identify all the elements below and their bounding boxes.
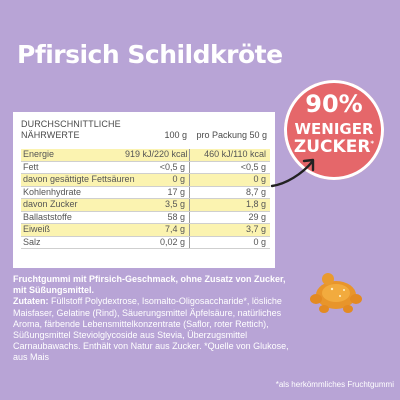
badge-percent: 90% (305, 90, 363, 118)
row-value-pack: <0,5 g (240, 161, 266, 172)
description-bold: Fruchtgummi mit Pfirsich-Geschmack, ohne… (13, 274, 286, 296)
badge-zucker: ZUCKER* (284, 137, 384, 157)
product-title: Pfirsich Schildkröte (17, 40, 283, 69)
badge-star: * (370, 139, 375, 148)
row-value-100g: 3,5 g (164, 199, 185, 209)
sugar-reduction-badge: 90% WENIGER ZUCKER* (284, 80, 384, 180)
table-row: Kohlenhydrate 17 g 8,7 g (21, 186, 270, 199)
table-heading-line1: DURCHSCHNITTLICHE (21, 119, 121, 129)
row-value-pack: 0 g (253, 174, 266, 184)
row-value-100g: <0,5 g (159, 161, 185, 172)
badge-zucker-text: ZUCKER (293, 137, 371, 157)
nutrition-table: DURCHSCHNITTLICHE NÄHRWERTE 100 g pro Pa… (13, 112, 275, 268)
column-divider (189, 149, 190, 161)
row-label: Ballaststoffe (23, 211, 72, 222)
product-description: Fruchtgummi mit Pfirsich-Geschmack, ohne… (13, 274, 301, 364)
row-label: Salz (23, 236, 41, 247)
row-label: Fett (23, 161, 39, 172)
ingredients-label: Zutaten: (13, 296, 49, 307)
column-divider (189, 236, 190, 248)
row-value-100g: 58 g (167, 211, 185, 222)
footnote: *als herkömmliches Fruchtgummi (275, 380, 394, 389)
arrow-icon (270, 158, 315, 188)
table-heading: DURCHSCHNITTLICHE NÄHRWERTE (21, 119, 121, 141)
row-value-pack: 1,8 g (245, 199, 266, 209)
column-header-100g: 100 g (164, 130, 187, 140)
ingredients: Zutaten: Füllstoff Polydextrose, Isomalt… (13, 296, 289, 362)
turtle-gummy-icon (310, 273, 362, 313)
table-row: davon gesättigte Fettsäuren 0 g 0 g (21, 174, 270, 187)
column-header-pack: pro Packung 50 g (196, 130, 267, 140)
row-label: davon gesättigte Fettsäuren (23, 174, 135, 184)
row-value-pack: 29 g (248, 211, 266, 222)
row-label: Eiweiß (23, 224, 51, 234)
row-value-100g: 0,02 g (159, 236, 185, 247)
column-divider (189, 174, 190, 186)
column-divider (189, 211, 190, 223)
badge-weniger: WENIGER (294, 120, 374, 138)
row-value-pack: 3,7 g (245, 224, 266, 234)
table-row: Energie 919 kJ/220 kcal 460 kJ/110 kcal (21, 149, 270, 162)
table-row: Eiweiß 7,4 g 3,7 g (21, 224, 270, 237)
column-divider (189, 199, 190, 211)
column-divider (189, 161, 190, 173)
row-value-pack: 0 g (253, 236, 266, 247)
row-value-100g: 0 g (172, 174, 185, 184)
ingredients-text: Füllstoff Polydextrose, Isomalto-Oligosa… (13, 296, 289, 363)
table-row: davon Zucker 3,5 g 1,8 g (21, 199, 270, 212)
row-label: davon Zucker (23, 199, 78, 209)
column-divider (189, 186, 190, 198)
row-value-100g: 919 kJ/220 kcal (125, 149, 188, 159)
table-row: Salz 0,02 g 0 g (21, 236, 270, 249)
column-divider (189, 224, 190, 236)
table-row: Fett <0,5 g <0,5 g (21, 161, 270, 174)
table-row: Ballaststoffe 58 g 29 g (21, 211, 270, 224)
row-value-100g: 17 g (167, 186, 185, 197)
row-label: Kohlenhydrate (23, 186, 82, 197)
row-label: Energie (23, 149, 55, 159)
table-rows: Energie 919 kJ/220 kcal 460 kJ/110 kcal Fet… (21, 149, 270, 249)
table-heading-line2: NÄHRWERTE (21, 130, 80, 140)
row-value-pack: 8,7 g (245, 186, 266, 197)
row-value-100g: 7,4 g (164, 224, 185, 234)
row-value-pack: 460 kJ/110 kcal (204, 149, 266, 159)
